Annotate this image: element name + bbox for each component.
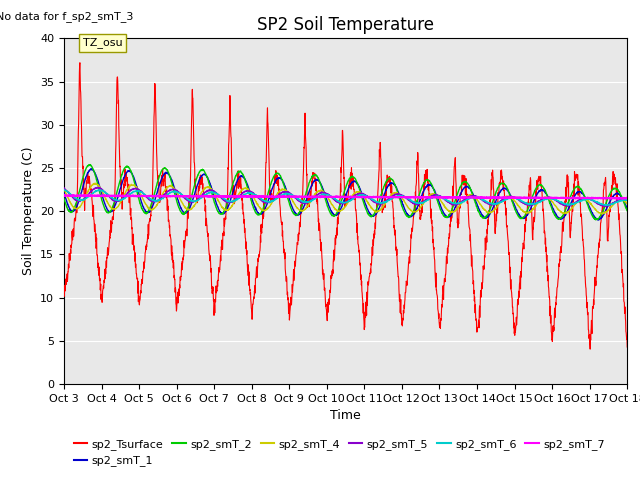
Legend: sp2_Tsurface, sp2_smT_1, sp2_smT_2, sp2_smT_4, sp2_smT_5, sp2_smT_6, sp2_smT_7: sp2_Tsurface, sp2_smT_1, sp2_smT_2, sp2_… xyxy=(70,434,609,471)
Y-axis label: Soil Temperature (C): Soil Temperature (C) xyxy=(22,147,35,276)
Text: No data for f_sp2_smT_3: No data for f_sp2_smT_3 xyxy=(0,11,134,22)
X-axis label: Time: Time xyxy=(330,409,361,422)
Title: SP2 Soil Temperature: SP2 Soil Temperature xyxy=(257,16,434,34)
Text: TZ_osu: TZ_osu xyxy=(83,37,122,48)
